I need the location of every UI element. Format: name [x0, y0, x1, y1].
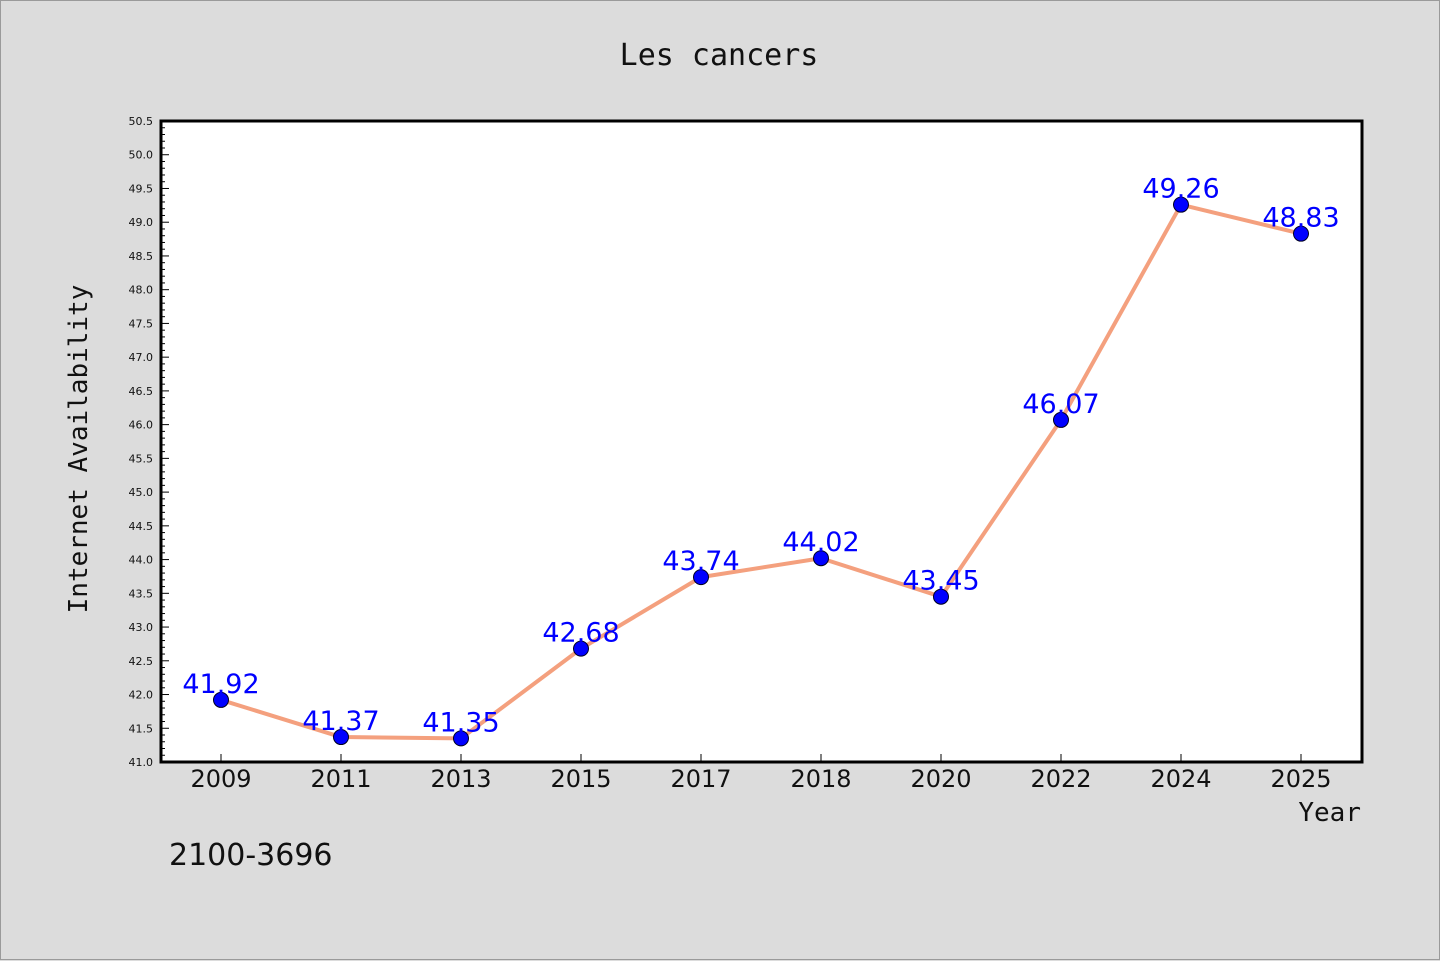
x-axis-label: Year — [1298, 798, 1361, 828]
y-tick-label: 47.5 — [129, 317, 154, 330]
data-label: 41.37 — [302, 706, 379, 737]
y-tick-label: 42.0 — [129, 689, 154, 702]
data-label: 43.45 — [902, 566, 979, 597]
data-point — [213, 691, 229, 708]
y-tick-label: 43.0 — [129, 621, 154, 634]
plot-frame — [159, 119, 1364, 764]
data-point — [333, 729, 349, 746]
y-tick-label: 49.0 — [129, 216, 154, 229]
data-label: 41.92 — [182, 669, 259, 700]
x-tick-label: 2024 — [1150, 765, 1211, 793]
data-point — [453, 730, 469, 747]
x-tick-label: 2018 — [790, 765, 851, 793]
y-tick-label: 47.0 — [129, 351, 154, 364]
y-tick-label: 46.0 — [129, 419, 154, 432]
data-point — [1053, 411, 1069, 428]
data-point — [573, 640, 589, 657]
series-line — [220, 202, 1302, 741]
x-tick-label: 2020 — [910, 765, 971, 793]
x-tick-label: 2011 — [310, 765, 371, 793]
data-label: 42.68 — [542, 618, 619, 649]
data-label: 41.35 — [422, 707, 499, 738]
footnote-text: 2100-3696 — [169, 838, 333, 873]
y-axis-label: Internet Availability — [64, 285, 94, 614]
y-tick-label: 50.0 — [129, 149, 154, 162]
y-tick-label: 46.5 — [129, 385, 154, 398]
data-point — [1173, 196, 1189, 213]
data-point — [813, 550, 829, 567]
series-group: 41.92 41.37 41.35 42.68 43.74 44.02 43.45 46.07… — [182, 174, 1340, 747]
data-label: 46.07 — [1022, 389, 1099, 420]
data-label: 44.02 — [782, 527, 859, 558]
y-tick-label: 50.5 — [129, 115, 154, 128]
chart-title: Les cancers — [620, 38, 819, 73]
y-tick-label: 48.0 — [129, 284, 154, 297]
x-tick-label: 2025 — [1270, 765, 1331, 793]
data-point — [693, 569, 709, 586]
y-tick-label: 41.0 — [129, 756, 154, 769]
data-label: 49.26 — [1142, 174, 1219, 205]
x-tick-label: 2009 — [190, 765, 251, 793]
y-tick-label: 49.5 — [129, 182, 154, 195]
y-tick-label: 45.0 — [129, 486, 154, 499]
data-point — [933, 588, 949, 605]
data-label: 43.74 — [662, 546, 739, 577]
x-tick-label: 2015 — [550, 765, 611, 793]
y-tick-label: 45.5 — [129, 452, 154, 465]
y-tick-label: 44.0 — [129, 554, 154, 567]
y-tick-label: 41.5 — [129, 722, 154, 735]
y-tick-label: 48.5 — [129, 250, 154, 263]
x-tick-label: 2013 — [430, 765, 491, 793]
axis-ticks: 41.0 41.5 42.0 42.5 43.0 43.5 44.0 44.5 45.0 45.5… — [129, 115, 1332, 793]
y-tick-label: 43.5 — [129, 587, 154, 600]
data-point — [1293, 225, 1309, 242]
x-tick-label: 2022 — [1030, 765, 1091, 793]
data-label: 48.83 — [1262, 203, 1339, 234]
y-tick-label: 42.5 — [129, 655, 154, 668]
y-tick-label: 44.5 — [129, 520, 154, 533]
x-tick-label: 2017 — [670, 765, 731, 793]
plot-area — [161, 121, 1362, 762]
